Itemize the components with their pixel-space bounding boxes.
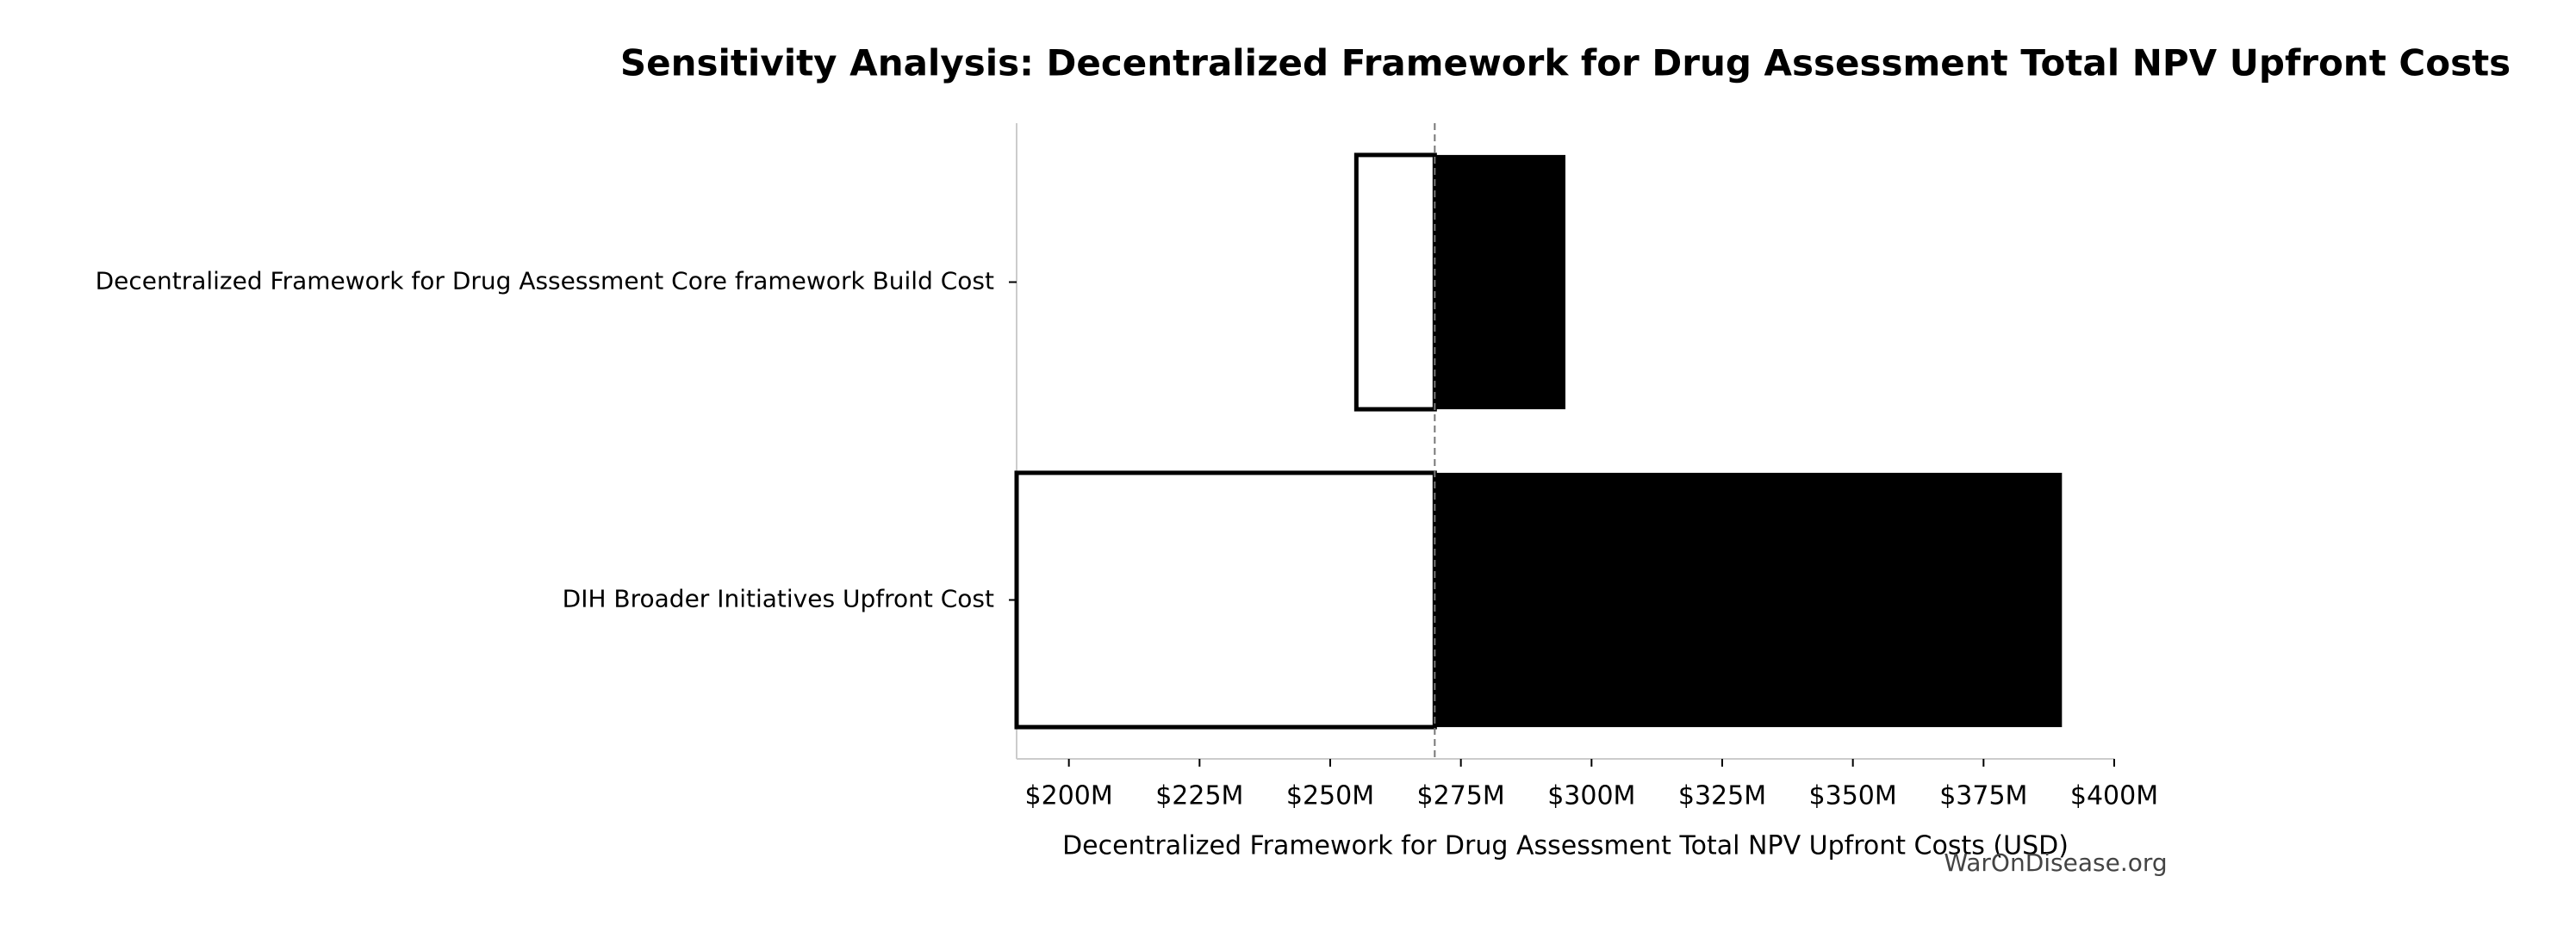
bar xyxy=(1434,472,2063,728)
y-tick-label: Decentralized Framework for Drug Assessm… xyxy=(96,267,994,295)
bar xyxy=(1434,154,1565,410)
x-axis-label: Decentralized Framework for Drug Assessm… xyxy=(1062,831,2069,861)
x-tick-label: $225M xyxy=(1155,781,1243,811)
x-tick-label: $400M xyxy=(2070,781,2158,811)
bar xyxy=(1014,470,1437,730)
x-tick-label: $200M xyxy=(1025,781,1113,811)
x-tick-label: $300M xyxy=(1547,781,1635,811)
x-tick-label: $250M xyxy=(1286,781,1374,811)
x-tick-label: $325M xyxy=(1678,781,1766,811)
bar xyxy=(1353,152,1437,412)
x-tick-label: $350M xyxy=(1809,781,1897,811)
x-tick-label: $275M xyxy=(1417,781,1505,811)
y-tick-label: DIH Broader Initiatives Upfront Cost xyxy=(563,585,994,613)
chart-title: Sensitivity Analysis: Decentralized Fram… xyxy=(620,42,2511,84)
x-tick-label: $375M xyxy=(1939,781,2027,811)
watermark: WarOnDisease.org xyxy=(1944,848,2167,877)
